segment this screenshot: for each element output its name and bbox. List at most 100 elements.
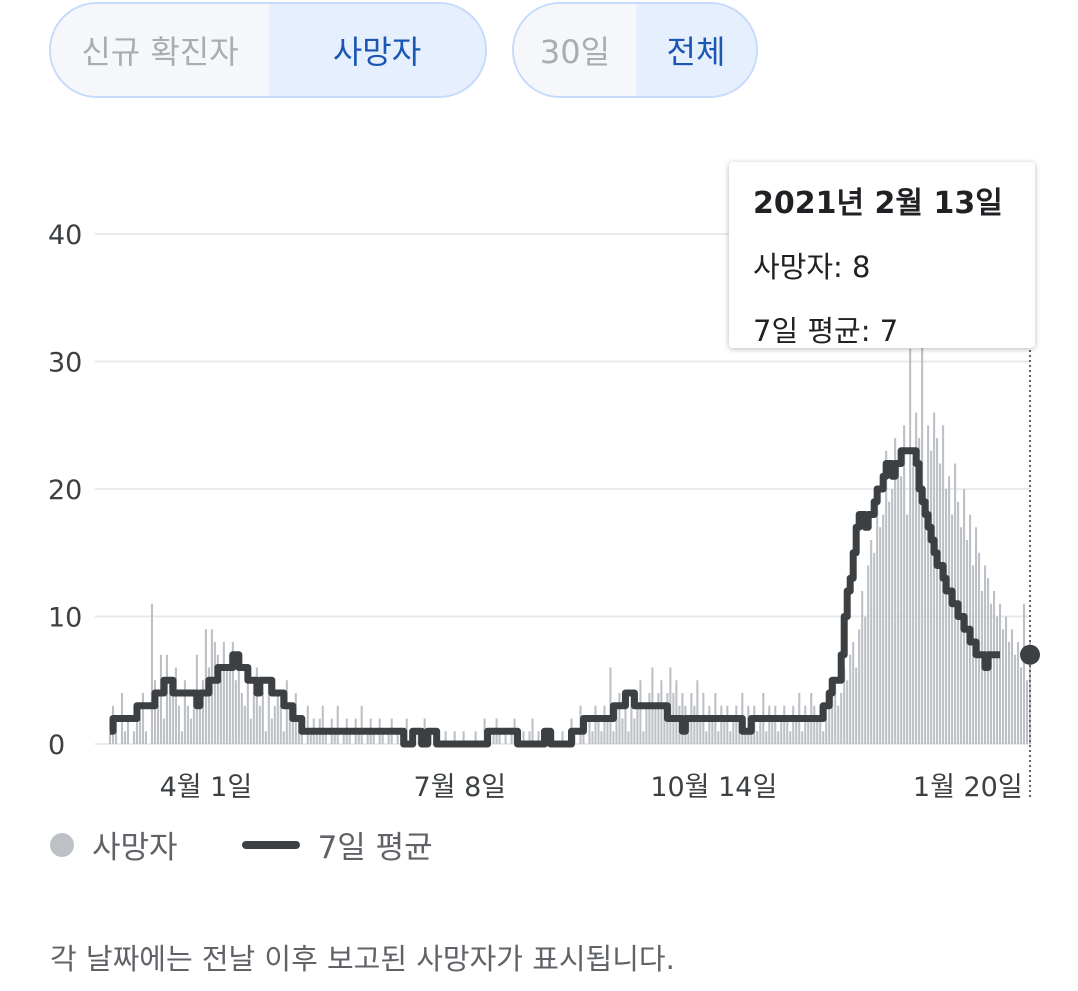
bar bbox=[228, 654, 231, 744]
bar bbox=[711, 718, 714, 744]
bar bbox=[291, 718, 294, 744]
bar bbox=[279, 705, 282, 744]
bar bbox=[537, 731, 540, 744]
bar bbox=[789, 731, 792, 744]
bar bbox=[998, 603, 1002, 744]
bar bbox=[150, 603, 154, 744]
bar bbox=[198, 705, 201, 744]
bar bbox=[813, 705, 816, 744]
range-all-option[interactable]: 전체 bbox=[636, 4, 756, 96]
bar bbox=[897, 463, 900, 744]
bar bbox=[1013, 654, 1017, 744]
bar bbox=[357, 731, 360, 744]
bar bbox=[992, 591, 996, 744]
chart-tooltip: 2021년 2월 13일 사망자: 8 7일 평균: 7 bbox=[729, 162, 1035, 348]
bar bbox=[222, 642, 225, 744]
bar bbox=[882, 514, 885, 744]
deaths-chart[interactable]: 0 10 20 30 40 4월 1일 7월 8일 10월 14일 1월 20일 bbox=[0, 0, 1078, 820]
bar bbox=[600, 731, 603, 744]
bar bbox=[783, 705, 786, 744]
bar bbox=[288, 705, 291, 744]
y-tick-label: 10 bbox=[48, 603, 82, 634]
bar bbox=[855, 667, 858, 744]
bar bbox=[819, 705, 822, 744]
bar bbox=[675, 680, 678, 744]
bar bbox=[975, 527, 978, 744]
bar bbox=[1004, 616, 1008, 744]
bar bbox=[921, 336, 924, 744]
x-tick-label: 7월 8일 bbox=[414, 772, 507, 803]
bar bbox=[858, 629, 861, 744]
bar bbox=[264, 731, 267, 744]
bar bbox=[633, 718, 636, 744]
bar bbox=[213, 642, 216, 744]
chart-legend: 사망자 7일 평균 bbox=[50, 822, 433, 867]
bar bbox=[372, 731, 375, 744]
bar bbox=[660, 680, 663, 744]
bar bbox=[995, 616, 999, 744]
bar bbox=[654, 705, 657, 744]
bar bbox=[657, 693, 660, 744]
bar bbox=[603, 705, 606, 744]
bar bbox=[720, 705, 723, 744]
bar bbox=[774, 705, 777, 744]
bar bbox=[231, 642, 234, 744]
bar bbox=[366, 731, 369, 744]
bar bbox=[906, 514, 909, 744]
range-30-days-option[interactable]: 30일 bbox=[514, 4, 636, 96]
bar bbox=[261, 693, 264, 744]
bar bbox=[159, 654, 162, 744]
bar bbox=[615, 705, 618, 744]
bar bbox=[270, 718, 273, 744]
bar bbox=[804, 705, 807, 744]
chart-footnote: 각 날짜에는 전날 이후 보고된 사망자가 표시됩니다. bbox=[50, 942, 675, 976]
bar bbox=[531, 718, 534, 744]
bar bbox=[186, 705, 189, 744]
bar bbox=[930, 450, 933, 744]
bar bbox=[522, 731, 525, 744]
bar bbox=[861, 591, 864, 744]
bar bbox=[282, 731, 285, 744]
bar bbox=[510, 731, 513, 744]
deaths-option[interactable]: 사망자 bbox=[269, 4, 485, 96]
range-toggle: 30일 전체 bbox=[512, 2, 758, 98]
bar bbox=[936, 438, 939, 744]
bar bbox=[843, 667, 846, 744]
bar bbox=[909, 348, 912, 744]
bar bbox=[387, 731, 390, 744]
bar bbox=[828, 705, 831, 744]
bar bbox=[1019, 667, 1023, 744]
bar bbox=[498, 731, 501, 744]
y-tick-label: 20 bbox=[48, 475, 82, 506]
bar bbox=[891, 489, 894, 744]
bar bbox=[801, 731, 804, 744]
bar bbox=[141, 693, 145, 744]
bar bbox=[768, 705, 771, 744]
bar bbox=[297, 731, 300, 744]
bar bbox=[225, 667, 228, 744]
bar bbox=[732, 718, 735, 744]
y-tick-label: 0 bbox=[48, 730, 65, 761]
bar bbox=[780, 718, 783, 744]
bar bbox=[177, 705, 180, 744]
new-cases-option[interactable]: 신규 확진자 bbox=[51, 4, 269, 96]
bar bbox=[474, 731, 477, 744]
bar bbox=[723, 718, 726, 744]
bar bbox=[123, 731, 127, 744]
bar bbox=[1022, 603, 1026, 744]
bar bbox=[126, 718, 130, 744]
bar bbox=[273, 705, 276, 744]
bar bbox=[933, 412, 936, 744]
tooltip-date: 2021년 2월 13일 bbox=[753, 186, 1003, 221]
bar bbox=[192, 693, 195, 744]
bar bbox=[915, 412, 918, 744]
bar bbox=[864, 616, 867, 744]
x-tick-label: 10월 14일 bbox=[650, 772, 777, 803]
bar bbox=[108, 731, 112, 744]
y-tick-label: 30 bbox=[48, 348, 82, 379]
bar bbox=[135, 705, 139, 744]
bar bbox=[630, 693, 633, 744]
bar bbox=[336, 705, 339, 744]
bar bbox=[258, 705, 261, 744]
bar bbox=[162, 718, 165, 744]
